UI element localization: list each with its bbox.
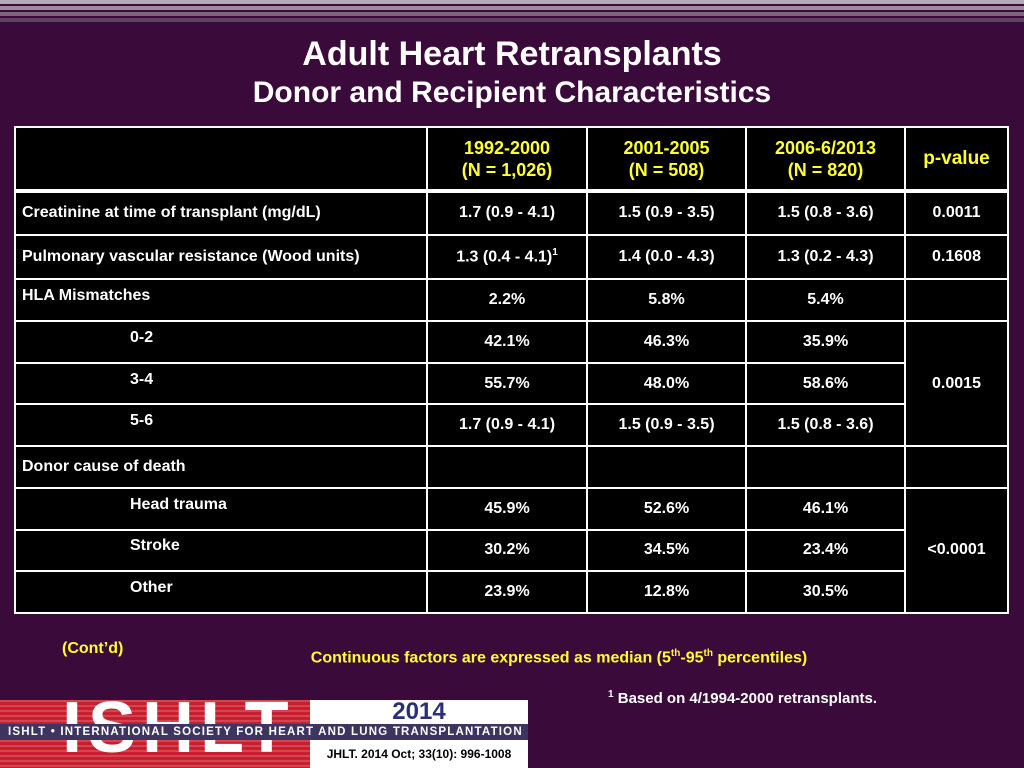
cell-value: 1.3 (0.4 - 4.1) xyxy=(456,248,553,266)
row-label: Pulmonary vascular resistance (Wood unit… xyxy=(14,233,428,281)
table-cell: 30.5% xyxy=(745,570,906,614)
table-cell: 1.5 (0.8 - 3.6) xyxy=(745,403,906,448)
row-label-text: 3-4 xyxy=(130,370,154,388)
table-cell: 35.9% xyxy=(745,319,906,364)
journal-citation: JHLT. 2014 Oct; 33(10): 996-1008 xyxy=(310,740,528,768)
footnote-marker: 1 xyxy=(608,689,614,700)
row-label: HLA Mismatches xyxy=(14,278,428,322)
continuous-factors-note: Continuous factors are expressed as medi… xyxy=(0,648,1024,667)
header-era-1-n: (N = 1,026) xyxy=(461,159,553,180)
pvalue-cell: 0.0015 xyxy=(904,319,1009,448)
table-cell: 1.5 (0.8 - 3.6) xyxy=(745,190,906,236)
table-row: Donor cause of death xyxy=(14,445,1009,489)
table-cell: 1.7 (0.9 - 4.1) xyxy=(426,190,588,236)
continued-note: (Cont’d) xyxy=(62,640,124,657)
row-label: 3-4 xyxy=(14,361,428,406)
row-label: Donor cause of death xyxy=(14,445,428,489)
table-cell: 5.4% xyxy=(745,278,906,322)
table-cell: 1.3 (0.4 - 4.1)1 xyxy=(426,233,588,281)
note-sup: th xyxy=(670,648,681,659)
footnote-1: 1 Based on 4/1994-2000 retransplants. xyxy=(608,689,877,707)
row-label: Other xyxy=(14,570,428,614)
title-line-1: Adult Heart Retransplants xyxy=(302,35,722,73)
row-label-text: Stroke xyxy=(130,537,180,555)
row-label: Stroke xyxy=(14,528,428,573)
table-cell: 58.6% xyxy=(745,361,906,406)
table-row: 3-4 55.7% 48.0% 58.6% xyxy=(14,361,1008,406)
table-cell: 55.7% xyxy=(426,361,588,406)
header-era-3: 2006-6/2013 (N = 820) xyxy=(745,126,906,193)
table-cell: 52.6% xyxy=(586,486,747,531)
row-label: Head trauma xyxy=(14,486,428,531)
table-row: 5-6 1.7 (0.9 - 4.1) 1.5 (0.9 - 3.5) 1.5 … xyxy=(14,403,1008,448)
note-sup: th xyxy=(703,648,713,659)
row-label-text: 0-2 xyxy=(130,328,154,346)
pvalue-cell-empty xyxy=(904,445,1009,489)
table-cell-empty xyxy=(426,445,588,489)
table-cell: 42.1% xyxy=(426,319,588,364)
decorative-top-stripes xyxy=(0,0,1024,26)
table-header-row: 1992-2000 (N = 1,026) 2001-2005 (N = 508) … xyxy=(14,126,1009,193)
pvalue-cell: 0.1608 xyxy=(904,233,1009,281)
table-cell: 48.0% xyxy=(586,361,747,406)
year-label: 2014 xyxy=(310,700,528,724)
header-era-1-years: 1992-2000 xyxy=(463,137,551,158)
logo-subtitle-band xyxy=(0,724,528,740)
table-cell: 1.5 (0.9 - 3.5) xyxy=(586,403,747,448)
header-era-3-n: (N = 820) xyxy=(787,159,864,180)
header-era-3-years: 2006-6/2013 xyxy=(774,137,877,158)
note-text: percentiles) xyxy=(712,649,808,667)
table-row: Head trauma 45.9% 52.6% 46.1% <0.0001 xyxy=(14,486,1009,615)
table-row: HLA Mismatches 2.2% 5.8% 5.4% xyxy=(14,278,1009,322)
table-cell: 45.9% xyxy=(426,486,588,531)
table-row: Other 23.9% 12.8% 30.5% xyxy=(14,570,1008,614)
logo-subtitle: ISHLT • INTERNATIONAL SOCIETY FOR HEART … xyxy=(8,726,523,738)
row-label: 0-2 xyxy=(14,319,428,364)
pvalue-cell-empty xyxy=(904,278,1009,322)
row-label: 5-6 xyxy=(14,403,428,448)
pvalue-cell: 0.0011 xyxy=(904,190,1009,236)
table-cell: 1.7 (0.9 - 4.1) xyxy=(426,403,588,448)
header-pvalue: p-value xyxy=(904,126,1009,193)
table-row: 0-2 42.1% 46.3% 35.9% 0.0015 xyxy=(14,319,1009,448)
row-label-text: Other xyxy=(130,579,173,597)
table-row: Creatinine at time of transplant (mg/dL)… xyxy=(14,190,1009,236)
title-line-2: Donor and Recipient Characteristics xyxy=(252,76,772,109)
row-label-text: HLA Mismatches xyxy=(22,287,151,305)
header-era-2-years: 2001-2005 xyxy=(623,137,710,158)
header-era-2-n: (N = 508) xyxy=(628,159,705,180)
table-row: Stroke 30.2% 34.5% 23.4% xyxy=(14,528,1008,573)
header-empty xyxy=(14,126,428,193)
table-cell: 23.9% xyxy=(426,570,588,614)
table-cell: 23.4% xyxy=(745,528,906,573)
table-cell: 46.3% xyxy=(586,319,747,364)
table-cell: 2.2% xyxy=(426,278,588,322)
table-cell: 34.5% xyxy=(586,528,747,573)
table-row: Pulmonary vascular resistance (Wood unit… xyxy=(14,233,1009,281)
table-cell-empty xyxy=(745,445,906,489)
row-label-text: 5-6 xyxy=(130,412,154,430)
slide-title: Adult Heart Retransplants Donor and Reci… xyxy=(0,34,1024,112)
table-cell: 1.5 (0.9 - 3.5) xyxy=(586,190,747,236)
row-label: Creatinine at time of transplant (mg/dL) xyxy=(14,190,428,236)
table-cell: 30.2% xyxy=(426,528,588,573)
table-cell: 46.1% xyxy=(745,486,906,531)
note-text: -95 xyxy=(680,649,704,667)
pvalue-cell: <0.0001 xyxy=(904,486,1009,615)
header-era-1: 1992-2000 (N = 1,026) xyxy=(426,126,588,193)
table-cell-empty xyxy=(586,445,747,489)
table-cell: 5.8% xyxy=(586,278,747,322)
note-text: Continuous factors are expressed as medi… xyxy=(310,649,671,667)
footnote-text: Based on 4/1994-2000 retransplants. xyxy=(613,690,878,707)
table-cell: 12.8% xyxy=(586,570,747,614)
row-label-text: Head trauma xyxy=(130,495,227,513)
table-cell: 1.3 (0.2 - 4.3) xyxy=(745,233,906,281)
header-era-2: 2001-2005 (N = 508) xyxy=(586,126,747,193)
characteristics-table: 1992-2000 (N = 1,026) 2001-2005 (N = 508) … xyxy=(14,126,1009,615)
table-cell: 1.4 (0.0 - 4.3) xyxy=(586,233,747,281)
footnote-marker: 1 xyxy=(552,247,558,259)
